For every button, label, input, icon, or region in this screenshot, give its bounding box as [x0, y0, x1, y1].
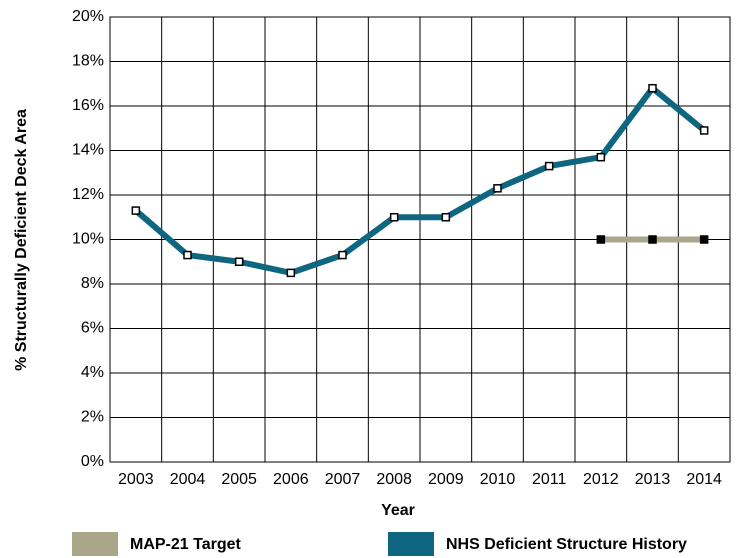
y-tick-label: 14%	[72, 142, 104, 159]
x-tick-label: 2007	[325, 471, 361, 488]
x-tick-label: 2006	[273, 471, 309, 488]
point-marker	[648, 235, 657, 244]
point-marker	[544, 161, 554, 171]
x-tick-label: 2003	[118, 471, 154, 488]
point-marker	[131, 206, 141, 215]
y-tick-label: 16%	[72, 97, 104, 114]
point-marker	[596, 152, 606, 162]
point-marker	[286, 268, 296, 278]
y-tick-label: 20%	[72, 8, 104, 25]
y-tick-label: 10%	[72, 231, 104, 248]
point-marker	[648, 83, 657, 93]
point-marker	[338, 250, 347, 260]
point-marker	[596, 235, 606, 244]
legend-label: NHS Deficient Structure History	[446, 536, 687, 553]
x-tick-label: 2010	[480, 471, 516, 488]
x-tick-label: 2013	[635, 471, 671, 488]
legend-swatch	[388, 532, 434, 556]
x-tick-label: 2005	[221, 471, 257, 488]
legend-swatch	[72, 532, 118, 556]
x-tick-label: 2014	[686, 471, 722, 488]
x-axis-label: Year	[381, 502, 415, 519]
point-marker	[234, 257, 244, 266]
y-tick-label: 0%	[81, 453, 104, 470]
point-marker	[699, 126, 709, 135]
y-tick-label: 18%	[72, 53, 104, 70]
point-marker	[699, 235, 709, 244]
point-marker	[389, 213, 399, 222]
series-line	[133, 85, 707, 276]
y-tick-label: 12%	[72, 186, 104, 203]
x-tick-label: 2004	[170, 471, 206, 488]
x-tick-label: 2011	[532, 471, 567, 488]
legend-label: MAP-21 Target	[130, 536, 242, 553]
x-tick-label: 2008	[376, 471, 412, 488]
point-marker	[441, 213, 451, 222]
point-marker	[493, 184, 502, 193]
y-tick-label: 8%	[81, 275, 104, 292]
plot-border	[109, 16, 731, 463]
point-marker	[183, 250, 192, 260]
x-tick-label: 2012	[583, 471, 619, 488]
y-tick-label: 6%	[81, 320, 104, 337]
y-axis-label: % Structurally Deficient Deck Area	[13, 109, 30, 371]
y-tick-label: 2%	[81, 409, 104, 426]
y-tick-label: 4%	[81, 364, 104, 381]
x-tick-label: 2009	[428, 471, 464, 488]
